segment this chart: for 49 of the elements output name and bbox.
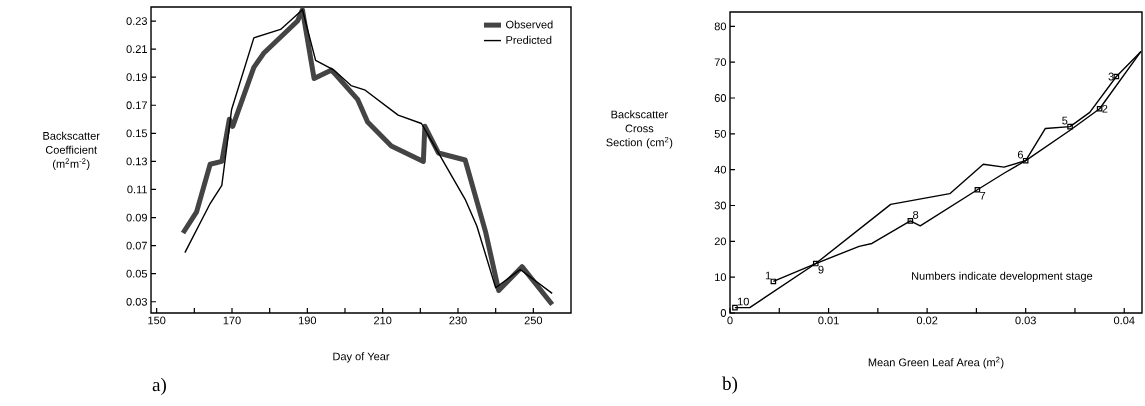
legend-label: Observed xyxy=(506,20,553,29)
x-tick-label: 150 xyxy=(148,316,166,325)
annotation: 6 xyxy=(1017,150,1023,159)
y-tick-label: 0.23 xyxy=(126,17,147,25)
x-axis-title: Mean Green Leaf Area (m$^{2}$) xyxy=(868,356,1004,369)
text: b) xyxy=(722,376,738,394)
y-tick-label: 70 xyxy=(714,58,727,67)
y-tick-label: 30 xyxy=(714,201,727,210)
text: a) xyxy=(152,377,166,396)
x-tick-label: 170 xyxy=(223,316,241,325)
x-tick-label: 0 xyxy=(727,316,733,325)
annotation: 7 xyxy=(980,191,986,200)
y-tick-label: 0.07 xyxy=(126,241,147,250)
y-tick-label: 80 xyxy=(714,22,727,31)
y-tick-label: 0.17 xyxy=(126,101,147,110)
y-tick-label: 40 xyxy=(714,165,727,174)
annotation: 3 xyxy=(1108,72,1114,81)
y-tick-label: 0.11 xyxy=(127,185,147,194)
x-tick-label: 0.02 xyxy=(916,316,938,325)
annotation: Numbers indicate development stage xyxy=(912,271,1093,282)
y-tick-label: 0.03 xyxy=(126,297,147,306)
y-axis-title: Backscatter Cross Section (cm$^{2}$) xyxy=(606,110,673,149)
x-tick-label: 0.04 xyxy=(1113,316,1135,325)
x-tick-label: 210 xyxy=(374,316,392,325)
x-tick-label: 0.03 xyxy=(1015,316,1036,325)
annotation: 1 xyxy=(765,271,771,280)
annotation: 10 xyxy=(737,297,749,306)
annotation: 9 xyxy=(818,265,824,274)
legend-label: Predicted xyxy=(506,35,552,44)
y-tick-label: 0.05 xyxy=(126,269,148,278)
x-tick-label: 250 xyxy=(524,316,543,325)
annotation: 2 xyxy=(1102,104,1108,113)
y-tick-label: 0 xyxy=(720,309,727,317)
y-tick-label: 0.13 xyxy=(126,157,147,166)
annotation: 8 xyxy=(913,210,919,219)
x-axis-title: Day of Year xyxy=(333,352,390,363)
y-tick-label: 60 xyxy=(714,94,727,102)
y-tick-label: 20 xyxy=(714,237,727,246)
y-tick-label: 0.19 xyxy=(126,73,147,82)
y-axis-title: Backscatter Coefficient (m$^{2}$m$^{-2}$) xyxy=(43,131,100,170)
x-tick-label: 190 xyxy=(298,316,317,325)
y-tick-label: 50 xyxy=(714,129,727,138)
x-tick-label: 230 xyxy=(449,316,467,325)
y-tick-label: 0.21 xyxy=(126,45,147,53)
annotation: 5 xyxy=(1062,116,1068,125)
y-tick-label: 0.15 xyxy=(126,129,148,138)
y-tick-label: 10 xyxy=(715,273,727,282)
y-tick-label: 0.09 xyxy=(126,213,147,222)
x-tick-label: 0.01 xyxy=(818,316,839,325)
